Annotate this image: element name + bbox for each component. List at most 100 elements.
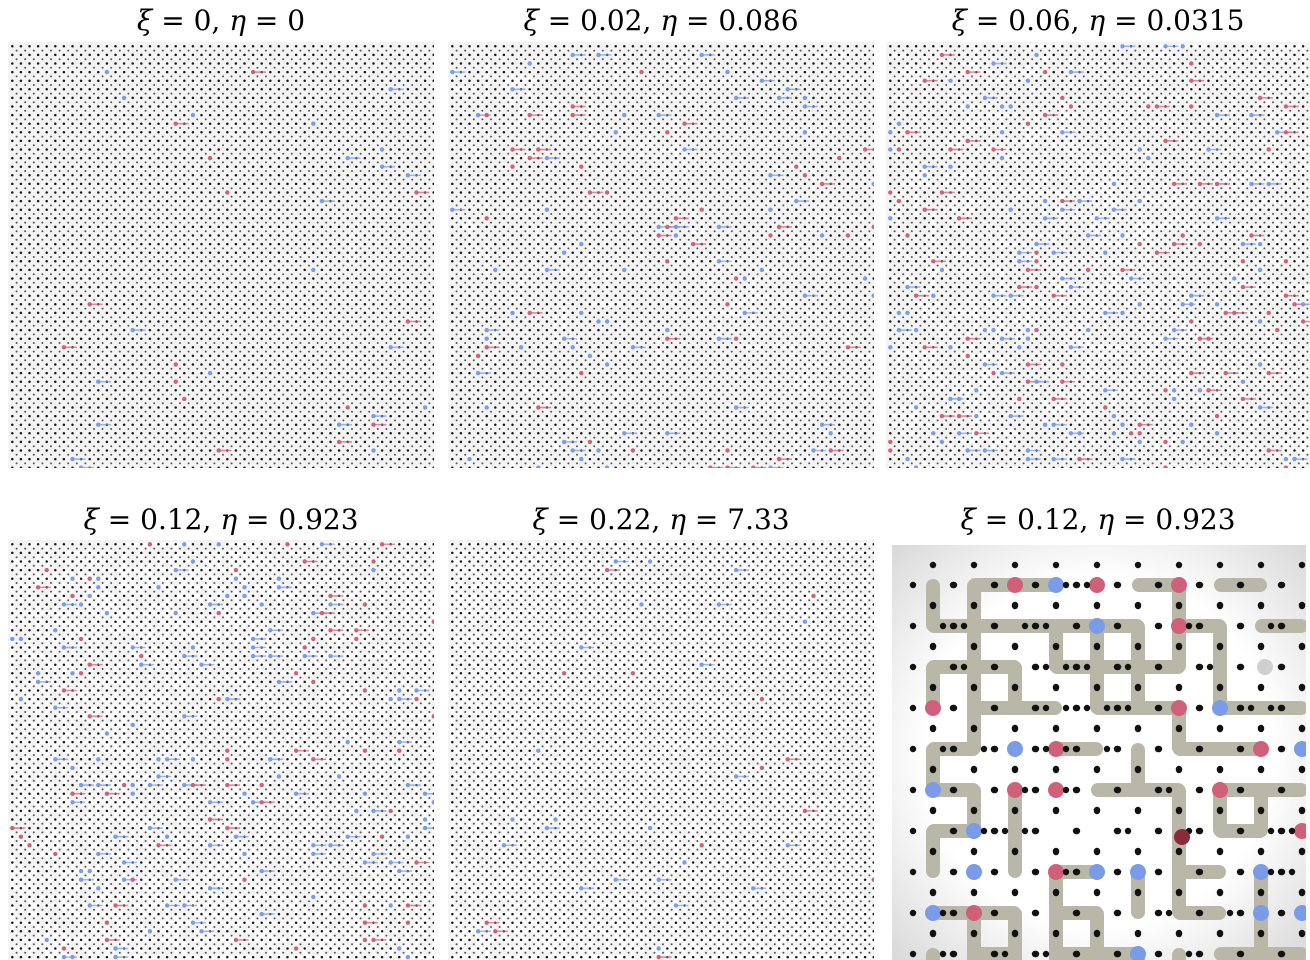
blue-defect	[182, 542, 187, 547]
blue-defect	[1051, 422, 1056, 427]
blue-defect	[450, 207, 455, 212]
blue-defect	[982, 327, 988, 333]
blue-defect	[242, 851, 247, 857]
red-defect	[931, 259, 936, 264]
blue-defect	[510, 817, 515, 822]
blue-defect	[888, 345, 893, 350]
red-defect	[1189, 104, 1194, 109]
blue-defect	[1240, 379, 1246, 384]
red-defect	[362, 937, 368, 943]
red-defect	[1163, 439, 1168, 445]
blue-defect	[579, 886, 584, 891]
blue-defect	[311, 121, 316, 126]
red-defect	[1154, 104, 1160, 109]
red-vertex	[1171, 700, 1187, 716]
red-defect	[70, 593, 75, 599]
blue-defect	[905, 456, 910, 462]
blue-defect	[759, 267, 765, 273]
blue-defect	[190, 559, 196, 564]
blue-defect	[1180, 302, 1185, 307]
red-defect	[405, 920, 411, 925]
red-vertex	[1212, 782, 1228, 798]
red-defect	[362, 688, 368, 693]
blue-defect	[733, 405, 739, 410]
blue-defect	[974, 388, 979, 393]
red-defect	[484, 920, 489, 925]
red-defect	[974, 431, 979, 436]
blue-defect	[1068, 69, 1074, 75]
blue-defect	[913, 327, 919, 333]
blue-defect	[362, 860, 368, 865]
blue-defect	[450, 69, 455, 75]
blue-defect	[1120, 233, 1125, 238]
red-defect	[1180, 233, 1185, 238]
red-defect	[293, 946, 299, 951]
red-defect	[311, 679, 316, 685]
blue-defect	[70, 765, 75, 771]
red-defect	[1189, 61, 1194, 66]
blue-defect	[1068, 345, 1074, 350]
blue-defect	[1025, 456, 1031, 462]
red-defect	[27, 843, 32, 848]
red-defect	[1283, 104, 1289, 109]
red-defect	[896, 147, 902, 152]
blue-defect	[622, 112, 627, 118]
blue-defect	[759, 78, 765, 83]
red-defect	[768, 233, 773, 238]
red-defect	[604, 567, 610, 573]
eta-value: 0	[287, 4, 305, 37]
blue-defect	[87, 593, 92, 599]
red-defect	[1034, 250, 1039, 255]
red-defect	[1060, 379, 1065, 384]
red-defect	[1146, 104, 1151, 109]
blue-defect	[422, 405, 428, 410]
blue-defect	[862, 276, 868, 281]
blue-defect	[293, 791, 299, 796]
blue-defect	[354, 808, 359, 814]
blue-defect	[1025, 336, 1031, 341]
lattice-panel-4	[8, 540, 434, 960]
blue-defect	[1051, 456, 1056, 462]
blue-defect	[896, 310, 902, 316]
blue-defect	[379, 147, 385, 152]
blue-defect	[965, 104, 970, 109]
blue-defect	[913, 405, 919, 410]
blue-defect	[164, 834, 170, 839]
red-defect	[759, 696, 765, 702]
blue-defect	[1137, 198, 1142, 204]
blue-defect	[18, 696, 24, 702]
blue-vertex	[1007, 741, 1023, 757]
red-defect	[484, 345, 489, 350]
red-defect	[1223, 370, 1228, 376]
red-defect	[1163, 388, 1168, 393]
blue-defect	[311, 894, 316, 900]
red-defect	[1060, 95, 1065, 101]
red-defect	[1051, 293, 1056, 298]
blue-defect	[802, 293, 808, 298]
red-defect	[1266, 310, 1271, 316]
blue-defect	[422, 825, 428, 831]
red-defect	[725, 448, 730, 453]
red-defect	[484, 216, 489, 221]
blue-defect	[1257, 362, 1263, 367]
blue-defect	[905, 310, 910, 316]
blue-defect	[216, 542, 221, 547]
red-defect	[871, 224, 874, 230]
blue-defect	[1103, 250, 1108, 255]
blue-defect	[225, 593, 230, 599]
red-defect	[379, 834, 385, 839]
blue-defect	[104, 610, 110, 616]
blue-defect	[527, 61, 532, 66]
red-defect	[293, 748, 299, 753]
red-vertex	[1048, 741, 1064, 757]
red-defect	[956, 413, 962, 419]
blue-defect	[802, 619, 808, 624]
red-vertex	[1048, 864, 1064, 880]
blue-defect	[1060, 276, 1065, 281]
blue-defect	[319, 542, 325, 547]
red-defect	[53, 851, 58, 857]
red-vertex	[1007, 782, 1023, 798]
red-defect	[913, 293, 919, 298]
blue-defect	[1189, 302, 1194, 307]
blue-defect	[345, 739, 350, 745]
